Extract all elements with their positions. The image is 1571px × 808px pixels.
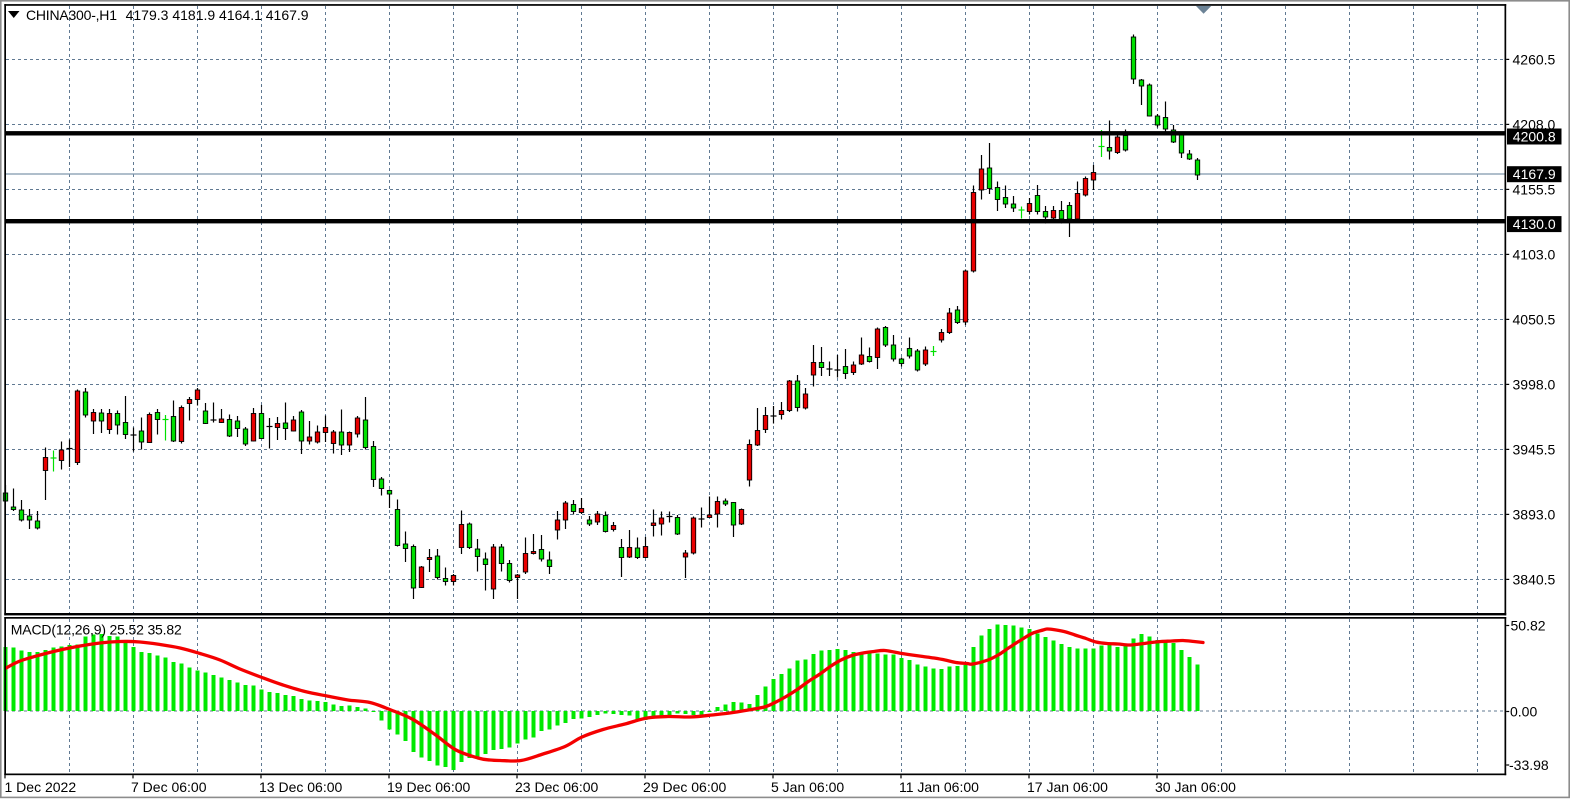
svg-text:4050.5: 4050.5 xyxy=(1513,311,1556,327)
svg-text:CHINA300-,H1: CHINA300-,H1 xyxy=(26,7,117,23)
svg-text:4179.3 4181.9 4164.1 4167.9: 4179.3 4181.9 4164.1 4167.9 xyxy=(126,7,309,23)
svg-text:0.00: 0.00 xyxy=(1510,704,1537,720)
svg-text:11 Jan 06:00: 11 Jan 06:00 xyxy=(899,779,979,795)
svg-text:-33.98: -33.98 xyxy=(1509,757,1549,773)
svg-text:13 Dec 06:00: 13 Dec 06:00 xyxy=(259,779,342,795)
svg-text:29 Dec 06:00: 29 Dec 06:00 xyxy=(643,779,726,795)
svg-text:17 Jan 06:00: 17 Jan 06:00 xyxy=(1027,779,1108,795)
svg-text:5 Jan 06:00: 5 Jan 06:00 xyxy=(771,779,844,795)
svg-text:23 Dec 06:00: 23 Dec 06:00 xyxy=(515,779,598,795)
svg-text:3945.5: 3945.5 xyxy=(1513,441,1556,457)
svg-text:4103.0: 4103.0 xyxy=(1513,246,1556,262)
svg-text:4200.8: 4200.8 xyxy=(1513,129,1556,145)
svg-text:3893.0: 3893.0 xyxy=(1513,506,1556,522)
svg-text:4260.5: 4260.5 xyxy=(1513,51,1556,67)
svg-text:4155.5: 4155.5 xyxy=(1513,181,1556,197)
svg-text:1 Dec 2022: 1 Dec 2022 xyxy=(5,779,77,795)
svg-text:4130.0: 4130.0 xyxy=(1513,216,1556,232)
svg-text:19 Dec 06:00: 19 Dec 06:00 xyxy=(387,779,470,795)
svg-text:MACD(12,26,9) 25.52 35.82: MACD(12,26,9) 25.52 35.82 xyxy=(11,622,182,638)
svg-text:4167.9: 4167.9 xyxy=(1513,166,1556,182)
svg-text:30 Jan 06:00: 30 Jan 06:00 xyxy=(1155,779,1236,795)
svg-text:4208.0: 4208.0 xyxy=(1513,116,1556,132)
svg-text:50.82: 50.82 xyxy=(1511,618,1546,634)
svg-text:7 Dec 06:00: 7 Dec 06:00 xyxy=(131,779,207,795)
svg-text:3998.0: 3998.0 xyxy=(1513,376,1556,392)
svg-text:3840.5: 3840.5 xyxy=(1513,571,1556,587)
